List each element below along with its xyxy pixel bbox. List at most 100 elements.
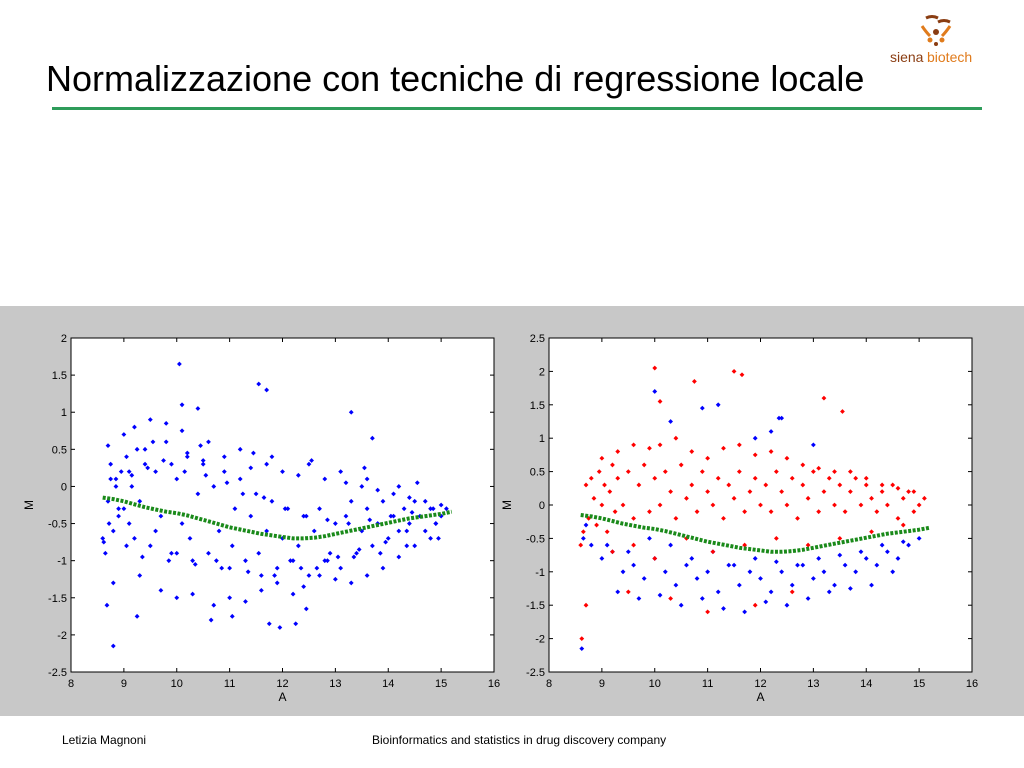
data-point [758,576,763,581]
data-point [689,449,695,454]
data-point [736,442,742,448]
x-tick-label: 8 [68,678,74,690]
data-point [338,469,344,474]
data-point [243,558,248,564]
data-point [258,587,264,593]
x-tick-label: 11 [702,678,713,690]
charts-panel: 8 9 10 11 12 13 14 15 16 -2.5 -2 -1.5 -1 -0.5 0 0.5 1 1.5… [0,306,1024,716]
data-point [826,589,832,595]
y-tick-label: 2 [61,333,67,345]
data-point [211,602,217,608]
data-point [721,606,726,611]
data-point [879,482,885,488]
data-point [768,429,774,434]
data-point [784,602,790,608]
data-point [375,487,381,493]
data-point [388,513,394,519]
x-tick-label: 8 [546,678,552,690]
data-point [816,465,822,471]
data-point [306,461,312,467]
data-point [805,495,811,501]
data-point [190,591,196,597]
data-point [739,372,745,378]
footer-description: Bioinformatics and statistics in drug di… [372,733,667,747]
data-point [768,509,774,515]
plot-area [70,337,495,673]
data-point [348,498,354,504]
data-point [277,625,283,630]
data-point [612,509,618,515]
logo-text-siena: siena [890,49,924,65]
data-point [110,580,116,586]
data-point [673,582,679,588]
x-tick-label: 15 [435,678,447,690]
data-point [636,482,642,488]
data-point [879,542,885,548]
data-point [668,489,674,495]
data-point [301,584,307,590]
data-point [615,589,621,595]
data-point [200,461,206,467]
data-point [322,476,328,482]
data-point [153,528,158,534]
data-point [710,549,716,555]
data-point [816,509,822,515]
data-point [805,542,811,548]
y-tick-label: -2.5 [48,667,67,679]
data-point [364,476,370,482]
data-point [604,529,610,535]
data-point [631,442,636,448]
x-tick-label: 16 [966,678,978,690]
data-point [134,613,140,619]
y-tick-label: 0 [539,500,545,512]
y-tick-label: 1 [539,433,545,445]
data-point [101,539,107,545]
data-point [652,556,658,561]
data-point [678,602,684,608]
data-point [351,554,357,560]
data-point [142,446,148,452]
data-point [264,387,270,393]
data-point [607,489,613,495]
data-point [763,599,769,605]
data-point [842,562,848,568]
data-point [364,573,370,578]
data-point [174,476,180,482]
data-point [863,556,869,561]
data-point [715,475,721,481]
data-point [317,573,322,578]
data-point [295,543,301,549]
data-point [837,552,843,558]
data-point [274,565,280,571]
data-point [911,489,917,495]
data-point [407,521,412,526]
data-point [615,449,621,454]
data-point [594,522,599,528]
y-tick-label: 1 [61,407,67,419]
data-point [137,573,143,578]
data-point [414,480,420,486]
x-tick-label: 13 [329,678,341,690]
data-point [763,482,769,488]
data-point [229,613,235,619]
data-point [126,469,132,474]
data-point [129,484,135,489]
data-point [113,484,119,489]
data-point [599,455,605,461]
data-point [721,515,726,521]
data-point [211,484,217,489]
data-point [652,475,658,481]
data-point [163,439,169,445]
data-point [158,587,164,593]
data-point [869,582,874,588]
data-point [580,536,586,541]
data-point [715,589,721,595]
data-point [641,462,647,468]
y-tick-label: 1.5 [52,370,67,382]
data-point [869,529,874,535]
data-point [295,472,301,478]
data-point [280,469,285,474]
data-point [108,476,114,482]
data-point [412,543,418,549]
y-tick-label: -2 [535,634,545,646]
